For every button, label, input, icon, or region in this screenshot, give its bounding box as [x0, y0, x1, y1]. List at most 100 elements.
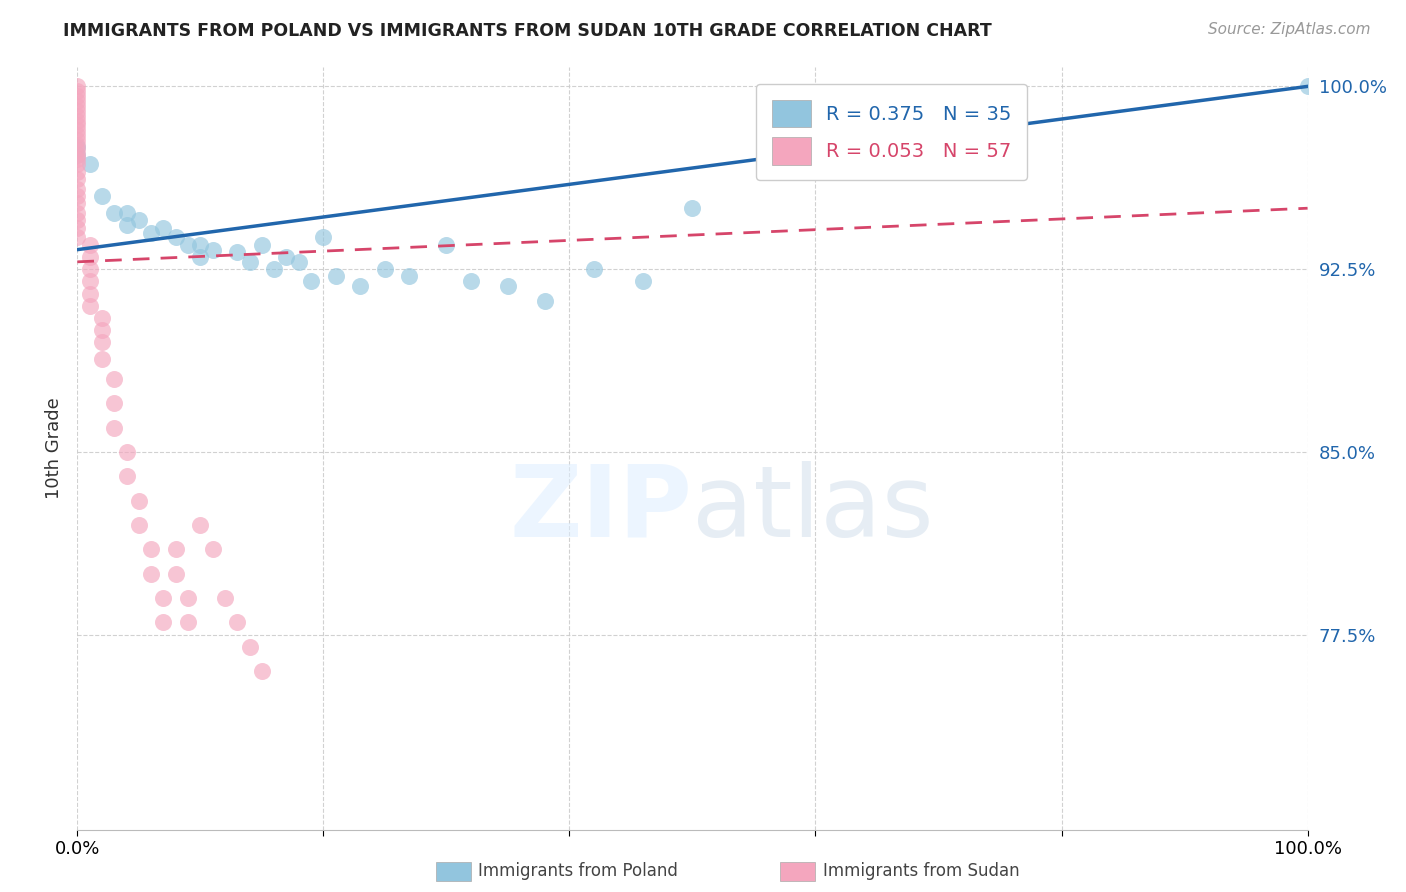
Point: [299, 274, 322, 288]
Point: [263, 262, 285, 277]
Legend: R = 0.375   N = 35, R = 0.053   N = 57: R = 0.375 N = 35, R = 0.053 N = 57: [756, 84, 1028, 180]
Point: [66, 89, 89, 103]
Point: [188, 518, 212, 533]
Point: [141, 542, 163, 557]
Point: [66, 206, 89, 220]
Point: [633, 274, 655, 288]
Point: [115, 219, 138, 233]
Point: [66, 182, 89, 196]
Point: [66, 113, 89, 128]
Point: [226, 615, 249, 630]
Point: [141, 566, 163, 581]
Point: [90, 310, 114, 325]
Point: [66, 79, 89, 94]
Point: [115, 469, 138, 483]
Point: [214, 591, 236, 605]
Point: [66, 133, 89, 147]
Point: [66, 220, 89, 235]
Point: [79, 274, 101, 288]
Point: [79, 157, 101, 171]
Point: [103, 372, 125, 386]
Point: [250, 664, 273, 678]
Point: [325, 269, 347, 284]
Point: [128, 213, 150, 227]
Point: [239, 640, 262, 654]
Point: [66, 147, 89, 161]
Point: [250, 237, 273, 252]
Point: [66, 94, 89, 108]
Point: [90, 335, 114, 350]
Point: [534, 293, 557, 308]
Point: [66, 84, 89, 98]
Point: [66, 119, 89, 133]
Point: [79, 262, 101, 277]
Point: [152, 615, 174, 630]
Point: [188, 250, 212, 264]
Point: [312, 230, 335, 244]
Point: [66, 230, 89, 244]
Point: [374, 262, 396, 277]
Point: [1296, 79, 1319, 94]
Point: [165, 542, 187, 557]
Point: [79, 237, 101, 252]
Point: [66, 140, 89, 154]
Point: [103, 206, 125, 220]
Point: [66, 123, 89, 137]
Point: [436, 237, 458, 252]
Point: [141, 226, 163, 240]
Point: [79, 250, 101, 264]
Point: [66, 213, 89, 227]
Text: IMMIGRANTS FROM POLAND VS IMMIGRANTS FROM SUDAN 10TH GRADE CORRELATION CHART: IMMIGRANTS FROM POLAND VS IMMIGRANTS FRO…: [63, 22, 993, 40]
Point: [682, 201, 704, 215]
Text: Immigrants from Sudan: Immigrants from Sudan: [823, 863, 1019, 880]
Point: [165, 566, 187, 581]
Point: [66, 164, 89, 178]
Point: [66, 103, 89, 118]
Point: [226, 245, 249, 260]
Point: [90, 352, 114, 367]
Point: [496, 279, 519, 293]
Text: atlas: atlas: [693, 461, 934, 558]
Point: [165, 230, 187, 244]
Point: [398, 269, 420, 284]
Point: [128, 493, 150, 508]
Point: [90, 189, 114, 203]
Point: [66, 196, 89, 211]
Point: [115, 445, 138, 459]
Point: [66, 109, 89, 123]
Point: [177, 237, 200, 252]
Point: [66, 172, 89, 186]
Point: [239, 255, 262, 269]
Point: [103, 396, 125, 410]
Point: [128, 518, 150, 533]
Point: [66, 143, 89, 157]
Point: [276, 250, 298, 264]
Point: [79, 299, 101, 313]
Point: [66, 147, 89, 161]
Point: [583, 262, 606, 277]
Point: [201, 243, 224, 257]
Point: [288, 255, 311, 269]
Point: [188, 237, 212, 252]
Text: Immigrants from Poland: Immigrants from Poland: [478, 863, 678, 880]
Point: [152, 220, 174, 235]
Point: [177, 615, 200, 630]
Point: [349, 279, 371, 293]
Point: [460, 274, 482, 288]
Point: [66, 189, 89, 203]
Point: [66, 137, 89, 152]
Text: Source: ZipAtlas.com: Source: ZipAtlas.com: [1208, 22, 1371, 37]
Y-axis label: 10th Grade: 10th Grade: [45, 397, 63, 500]
Point: [90, 323, 114, 337]
Point: [103, 420, 125, 434]
Point: [66, 153, 89, 167]
Point: [79, 286, 101, 301]
Point: [66, 128, 89, 142]
Text: ZIP: ZIP: [509, 461, 693, 558]
Point: [177, 591, 200, 605]
Point: [115, 206, 138, 220]
Point: [66, 157, 89, 171]
Point: [201, 542, 224, 557]
Point: [66, 99, 89, 113]
Point: [152, 591, 174, 605]
